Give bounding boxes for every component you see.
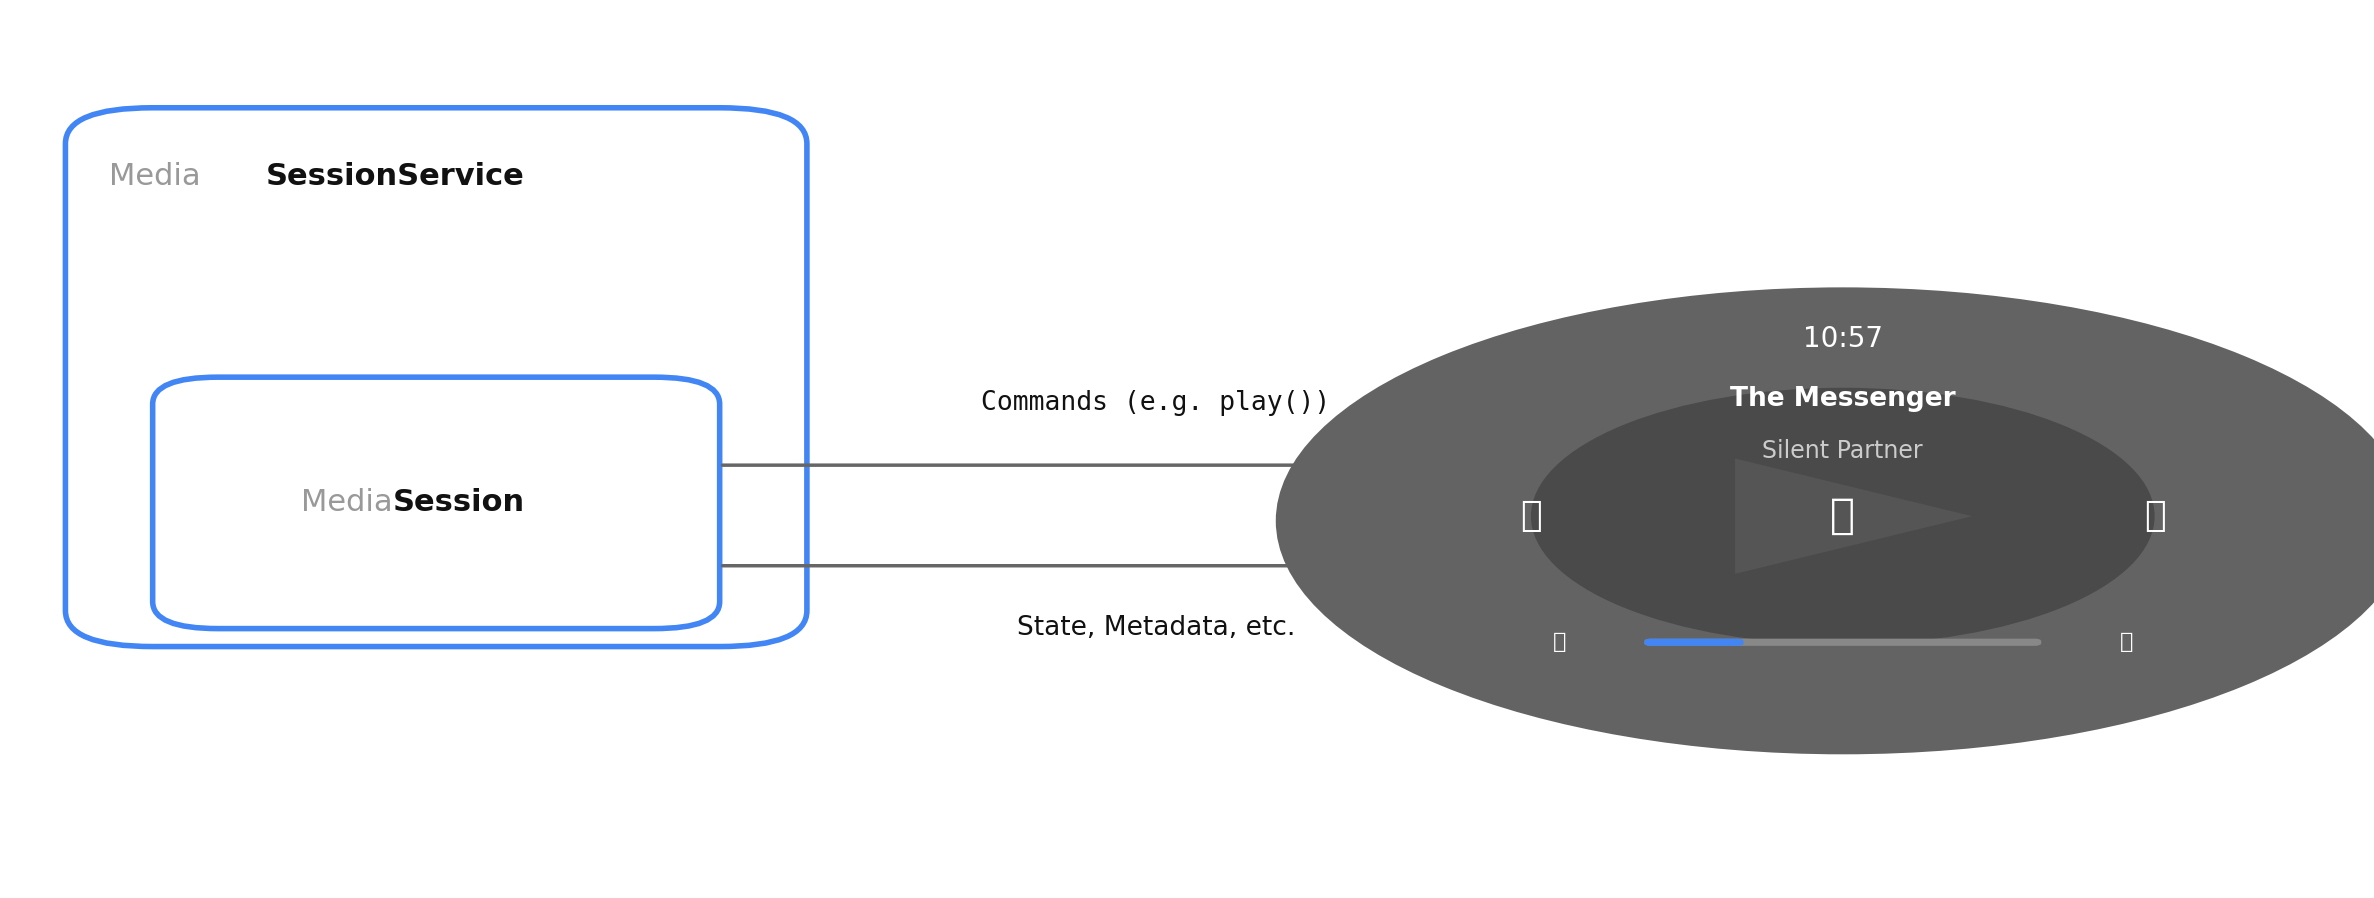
Text: Silent Partner: Silent Partner xyxy=(1762,439,1923,462)
Text: ⏮: ⏮ xyxy=(1519,499,1541,533)
FancyBboxPatch shape xyxy=(1645,638,2042,646)
FancyBboxPatch shape xyxy=(152,377,719,629)
Text: 🔊: 🔊 xyxy=(2120,632,2132,652)
Circle shape xyxy=(1531,388,2156,645)
Text: SessionService: SessionService xyxy=(266,162,525,190)
Text: Media: Media xyxy=(109,162,202,190)
Text: Commands (e.g. play()): Commands (e.g. play()) xyxy=(980,390,1329,416)
Polygon shape xyxy=(1735,459,1973,574)
FancyBboxPatch shape xyxy=(1593,377,2115,629)
Circle shape xyxy=(1275,287,2374,754)
Text: Media: Media xyxy=(1707,489,1799,517)
Text: State, Metadata, etc.: State, Metadata, etc. xyxy=(1016,615,1296,641)
Text: Controller: Controller xyxy=(1799,489,1970,517)
Text: Media: Media xyxy=(301,489,392,517)
Text: The Messenger: The Messenger xyxy=(1731,386,1956,412)
Text: ⏭: ⏭ xyxy=(2144,499,2165,533)
Text: 🔈: 🔈 xyxy=(1553,632,1567,652)
FancyBboxPatch shape xyxy=(1645,638,1743,646)
Text: ⏸: ⏸ xyxy=(1830,495,1856,537)
Text: 10:57: 10:57 xyxy=(1802,325,1883,353)
Text: Session: Session xyxy=(392,489,525,517)
FancyBboxPatch shape xyxy=(66,108,807,647)
